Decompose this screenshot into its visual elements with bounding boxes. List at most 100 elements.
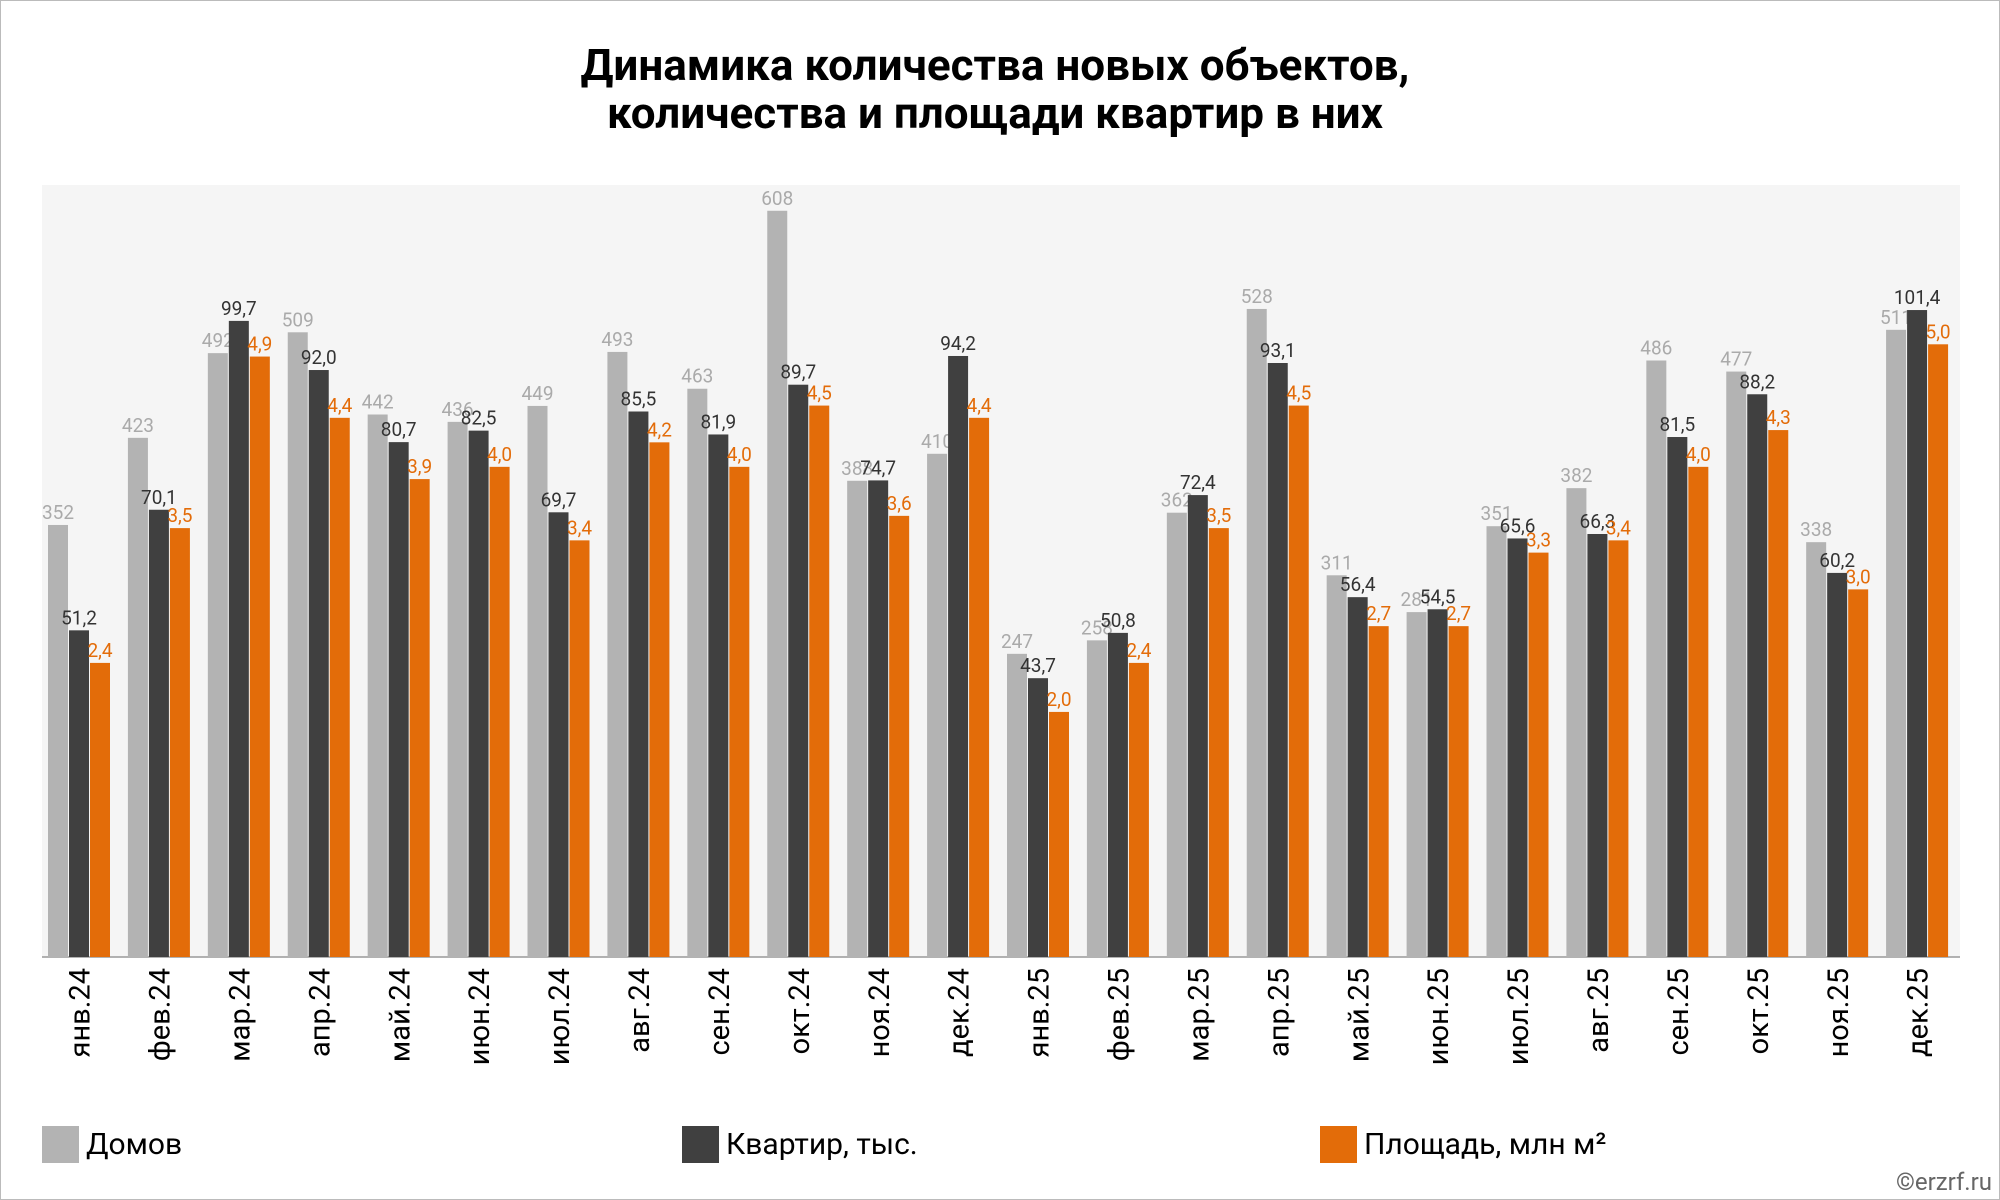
data-label: 4,4 [967,394,992,417]
bar [569,540,590,957]
bar [1848,589,1869,957]
legend-swatch [682,1126,719,1163]
legend-label: Домов [86,1127,182,1162]
bar [409,479,430,957]
legend-swatch [1320,1126,1357,1163]
legend-swatch [42,1126,79,1163]
data-label: 2,7 [1446,602,1471,625]
x-tick-label: мар.24 [223,968,257,1062]
x-tick-label: мар.25 [1182,968,1216,1062]
bar [607,351,628,957]
data-label: 51,2 [61,606,97,629]
bar [948,355,969,958]
data-label: 70,1 [141,486,177,509]
x-tick-label: июл.25 [1502,968,1536,1065]
data-label: 60,2 [1819,549,1855,572]
data-label: 80,7 [381,418,417,441]
data-label: 492 [202,329,234,352]
data-label: 4,2 [647,418,672,441]
bar [1107,632,1128,957]
data-label: 351 [1480,502,1512,525]
bar [1566,488,1587,957]
bar [48,524,68,957]
data-label: 4,5 [807,382,832,405]
bar [367,414,388,957]
bar [207,353,228,958]
x-tick-label: янв.25 [1023,968,1057,1057]
x-tick-label: дек.25 [1902,968,1936,1057]
chart-subtitle: количества и площади квартир в них [607,87,1384,139]
data-label: 4,5 [1286,382,1311,405]
bar [1806,542,1827,957]
x-tick-label: июл.24 [543,968,577,1065]
data-label: 5,0 [1926,320,1951,343]
bar [1448,626,1469,957]
bar [1347,597,1368,957]
data-label: 3,5 [167,504,192,527]
data-label: 56,4 [1340,573,1376,596]
data-label: 81,9 [700,410,736,433]
bar [969,417,990,957]
bar [1267,363,1288,958]
bar [1886,329,1907,957]
bar [1427,609,1448,957]
bar [729,466,750,957]
data-label: 99,7 [221,297,257,320]
bar [228,320,249,957]
data-label: 2,0 [1046,688,1071,711]
bar [447,421,468,958]
bar [169,528,190,957]
bar [708,434,729,957]
data-label: 93,1 [1260,339,1296,362]
x-tick-label: янв.24 [64,968,98,1057]
bar [809,405,830,958]
bar [1288,405,1309,958]
x-tick-label: сен.25 [1662,968,1696,1056]
x-tick-label: окт.24 [783,968,817,1054]
bar [308,370,329,957]
x-tick-label: окт.25 [1742,968,1776,1054]
data-label: 4,0 [1686,443,1711,466]
bar [927,453,948,957]
x-tick-label: авг.24 [623,968,657,1053]
data-label: 509 [282,308,314,331]
bar [1486,526,1507,957]
data-label: 85,5 [621,387,657,410]
data-label: 4,4 [327,394,352,417]
bar [1049,711,1069,957]
data-label: 65,6 [1500,514,1536,537]
bar [1667,437,1688,957]
data-label: 4,3 [1766,406,1791,429]
data-label: 2,4 [1126,639,1151,662]
data-label: 388 [841,457,873,480]
data-label: 3,5 [1206,504,1231,527]
data-label: 281 [1401,588,1433,611]
data-label: 442 [362,391,394,414]
bar [287,332,308,958]
data-label: 4,0 [487,443,512,466]
bar [1128,662,1149,957]
data-label: 4,9 [247,333,272,356]
bar [148,509,169,957]
bar [1768,430,1789,958]
bar [468,430,489,957]
x-tick-label: фев.25 [1103,968,1137,1061]
bar [687,388,708,957]
data-label: 94,2 [940,332,976,355]
bar [1507,538,1528,957]
bar [1406,612,1427,957]
bar [388,442,409,957]
source: ©erzrf.ru [1896,1168,1992,1196]
data-label: 338 [1800,518,1832,541]
plot-area [42,185,1960,957]
data-label: 3,4 [567,516,592,539]
data-label: 92,0 [301,346,337,369]
data-label: 247 [1001,630,1033,653]
bar [127,437,148,957]
bar [527,405,548,957]
data-label: 382 [1560,464,1592,487]
data-label: 362 [1161,489,1193,512]
bar [1928,344,1949,957]
bar [1086,640,1107,957]
data-label: 423 [122,414,154,437]
